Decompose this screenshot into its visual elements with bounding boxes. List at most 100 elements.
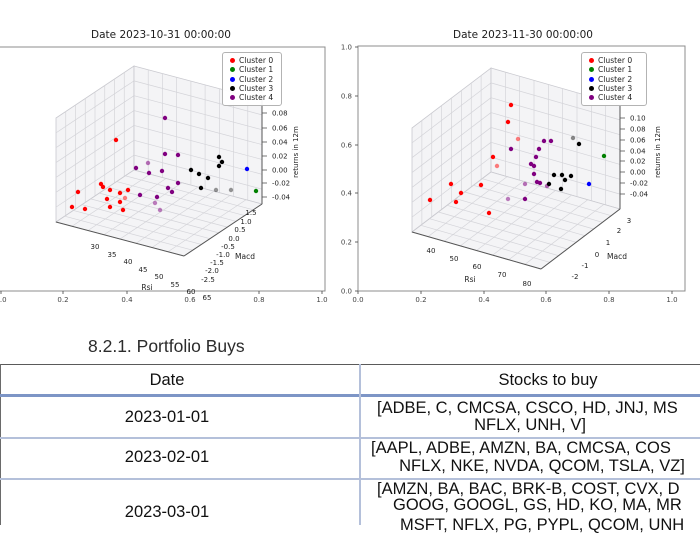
tick-label: 0.08: [630, 126, 646, 134]
tick-label: 30: [91, 243, 100, 251]
tick-label: 0.6: [184, 296, 196, 304]
scatter-point: [169, 189, 175, 195]
legend-label: Cluster 1: [598, 65, 633, 75]
legend-marker-dot: [589, 76, 594, 82]
scatter-point: [159, 168, 165, 174]
grid-line: [133, 110, 263, 145]
tick-label: 80: [523, 280, 532, 288]
grid-line: [508, 199, 588, 261]
tick-label: 1.0: [666, 296, 677, 304]
grid-line: [476, 190, 556, 251]
legend-label: Cluster 0: [239, 56, 274, 66]
scatter-point: [133, 165, 139, 171]
grid-line: [444, 180, 524, 242]
grid-line: [71, 173, 151, 227]
tick-label: 0.00: [272, 167, 288, 175]
y-axis-label: Macd: [607, 252, 627, 261]
scatter-point: [113, 137, 119, 143]
legend-item: Cluster 3: [227, 84, 277, 93]
scatter-point: [188, 167, 194, 173]
grid-line: [103, 182, 183, 236]
scatter-point: [253, 188, 259, 194]
grid-line: [133, 80, 263, 116]
outer-axes-frame: [357, 45, 686, 292]
tick-label: 0.0: [0, 296, 7, 304]
scatter-point: [546, 181, 552, 187]
tick-label: -0.02: [630, 180, 648, 188]
table-cell-stocks-line: MSFT, NFLX, PG, PYPL, QCOM, UNH: [400, 516, 685, 534]
z-axis-label: returns in 12m: [654, 126, 662, 178]
tick-label: -2: [572, 273, 579, 281]
scatter-point: [533, 154, 539, 160]
tick-label: 60: [473, 263, 482, 271]
scatter-point: [107, 204, 113, 210]
tick-label: -2.0: [205, 267, 219, 275]
scatter-point: [69, 204, 75, 210]
table-cell-stocks-line: GOOG, GOOGL, GS, HD, KO, MA, MR: [393, 496, 682, 514]
scatter-point: [82, 206, 88, 212]
scatter-point: [213, 187, 219, 193]
tick-label: 0.02: [272, 153, 288, 161]
scatter-point: [219, 159, 225, 165]
table-left-border: [0, 364, 1, 525]
table-cell-stocks-line: [ADBE, C, CMCSA, CSCO, HD, JNJ, MS: [377, 399, 678, 417]
scatter-point: [558, 186, 564, 192]
scatter-point: [104, 196, 110, 202]
tick-label: 0: [595, 251, 599, 259]
grid-line: [411, 127, 492, 188]
scatter-point: [244, 166, 250, 172]
legend-item: Cluster 2: [586, 74, 642, 84]
legend-item: Cluster 1: [227, 65, 277, 74]
scatter-point: [75, 189, 81, 195]
scatter-point: [205, 175, 211, 181]
table-row-divider: [0, 437, 700, 439]
grid-line: [55, 139, 135, 193]
scatter-point: [125, 187, 131, 193]
scatter-point: [122, 195, 128, 201]
tick-label: -0.02: [272, 180, 290, 188]
grid-line: [133, 95, 263, 131]
tick-label: 1.5: [245, 209, 256, 217]
tick-label: 0.6: [540, 296, 552, 304]
legend-item: Cluster 0: [586, 56, 642, 65]
scatter-point: [107, 187, 113, 193]
grid-line: [55, 110, 135, 163]
grid-line: [167, 199, 247, 253]
tick-label: 0.6: [341, 142, 353, 150]
grid-line: [490, 82, 621, 121]
grid-line: [490, 127, 621, 165]
tick-label: -2.5: [201, 276, 215, 284]
tick-label: -0.04: [272, 194, 291, 202]
table-cell-date: 2023-01-01: [124, 408, 210, 426]
column-header-date: Date: [149, 371, 185, 389]
legend-marker-dot: [589, 85, 594, 91]
table-column-divider: [359, 364, 361, 525]
grid-line: [492, 194, 572, 256]
grid-line: [411, 156, 492, 218]
tick-label: -1: [582, 262, 589, 270]
tick-label: 40: [124, 258, 133, 266]
grid-line: [133, 125, 263, 160]
scatter-point: [117, 199, 123, 205]
scatter-point: [505, 119, 511, 125]
tick-label: 0.0: [352, 296, 363, 304]
scatter-point: [216, 154, 222, 160]
scatter-point: [165, 185, 171, 191]
tick-label: 0.04: [630, 148, 646, 156]
scatter-point: [505, 196, 511, 202]
3d-scatter-canvas: 0.00.20.40.60.81.00.080.060.040.020.00-0…: [0, 44, 686, 304]
scatter-point: [198, 185, 204, 191]
scatter-point: [562, 177, 568, 183]
table-cell-stocks-line: [AAPL, ADBE, AMZN, BA, CMCSA, COS: [371, 439, 671, 457]
legend-item: Cluster 0: [227, 56, 277, 65]
scatter-point: [541, 138, 547, 144]
tick-label: 0.0: [341, 288, 352, 296]
grid-line: [490, 112, 621, 150]
tick-label: 40: [427, 247, 436, 255]
tick-label: 0.2: [415, 296, 426, 304]
tick-label: 65: [203, 294, 212, 302]
table-top-border: [0, 364, 700, 365]
legend-marker-dot: [589, 67, 594, 73]
tick-label: 35: [108, 251, 117, 259]
scatter-point: [570, 135, 576, 141]
